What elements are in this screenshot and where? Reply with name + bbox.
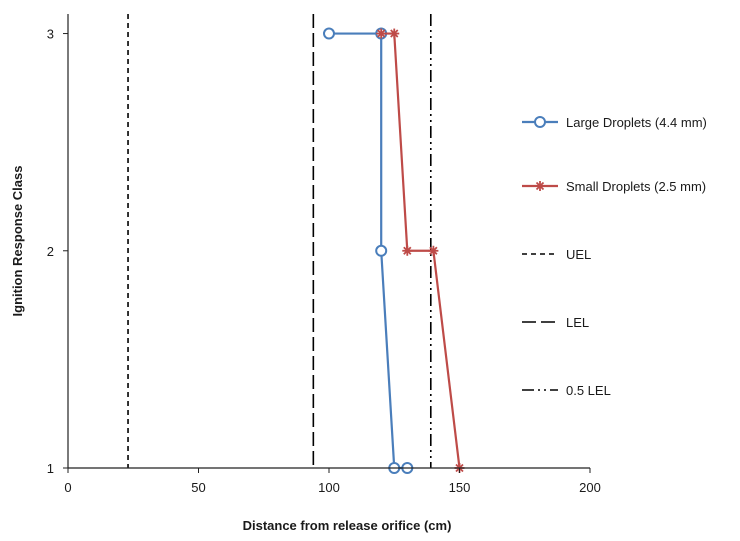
series-1-point: [323, 27, 335, 40]
legend-label: Small Droplets (2.5 mm): [566, 179, 706, 194]
legend-entry: LEL: [522, 315, 589, 330]
legend-marker: [535, 181, 545, 191]
legend-label: Large Droplets (4.4 mm): [566, 115, 707, 130]
legend-entry: Large Droplets (4.4 mm): [522, 115, 707, 130]
series-2-point: [376, 28, 387, 39]
x-tick-label: 0: [64, 480, 71, 495]
y-tick-label: 3: [47, 27, 54, 42]
legend-label: UEL: [566, 247, 591, 262]
legend-entry: UEL: [522, 247, 591, 262]
x-tick-label: 50: [191, 480, 205, 495]
y-axis-title: Ignition Response Class: [10, 166, 25, 317]
legend-label: 0.5 LEL: [566, 383, 611, 398]
ticks-layer: 0 50 100 150 200 1 2 3: [47, 27, 601, 495]
x-tick-label: 150: [449, 480, 471, 495]
legend-label: LEL: [566, 315, 589, 330]
x-axis-title: Distance from release orifice (cm): [243, 518, 452, 533]
series-line-1: [329, 32, 408, 470]
x-tick-label: 200: [579, 480, 601, 495]
axes-layer: [67, 14, 590, 469]
series-2-point: [428, 245, 439, 256]
series-1-point: [375, 244, 388, 257]
y-tick-label: 1: [47, 461, 54, 476]
series-line-2: [381, 32, 461, 469]
legend-entry: Small Droplets (2.5 mm): [522, 179, 706, 194]
legend-marker: [534, 116, 546, 128]
series-layer: [323, 27, 465, 474]
series-2-point: [402, 245, 413, 256]
legend-entry: 0.5 LEL: [522, 383, 611, 398]
reference-lines-layer: [127, 14, 432, 468]
series-2-point: [389, 28, 400, 39]
legend: Large Droplets (4.4 mm) Small Droplets (2…: [522, 115, 707, 398]
y-tick-label: 2: [47, 244, 54, 259]
x-tick-label: 100: [318, 480, 340, 495]
